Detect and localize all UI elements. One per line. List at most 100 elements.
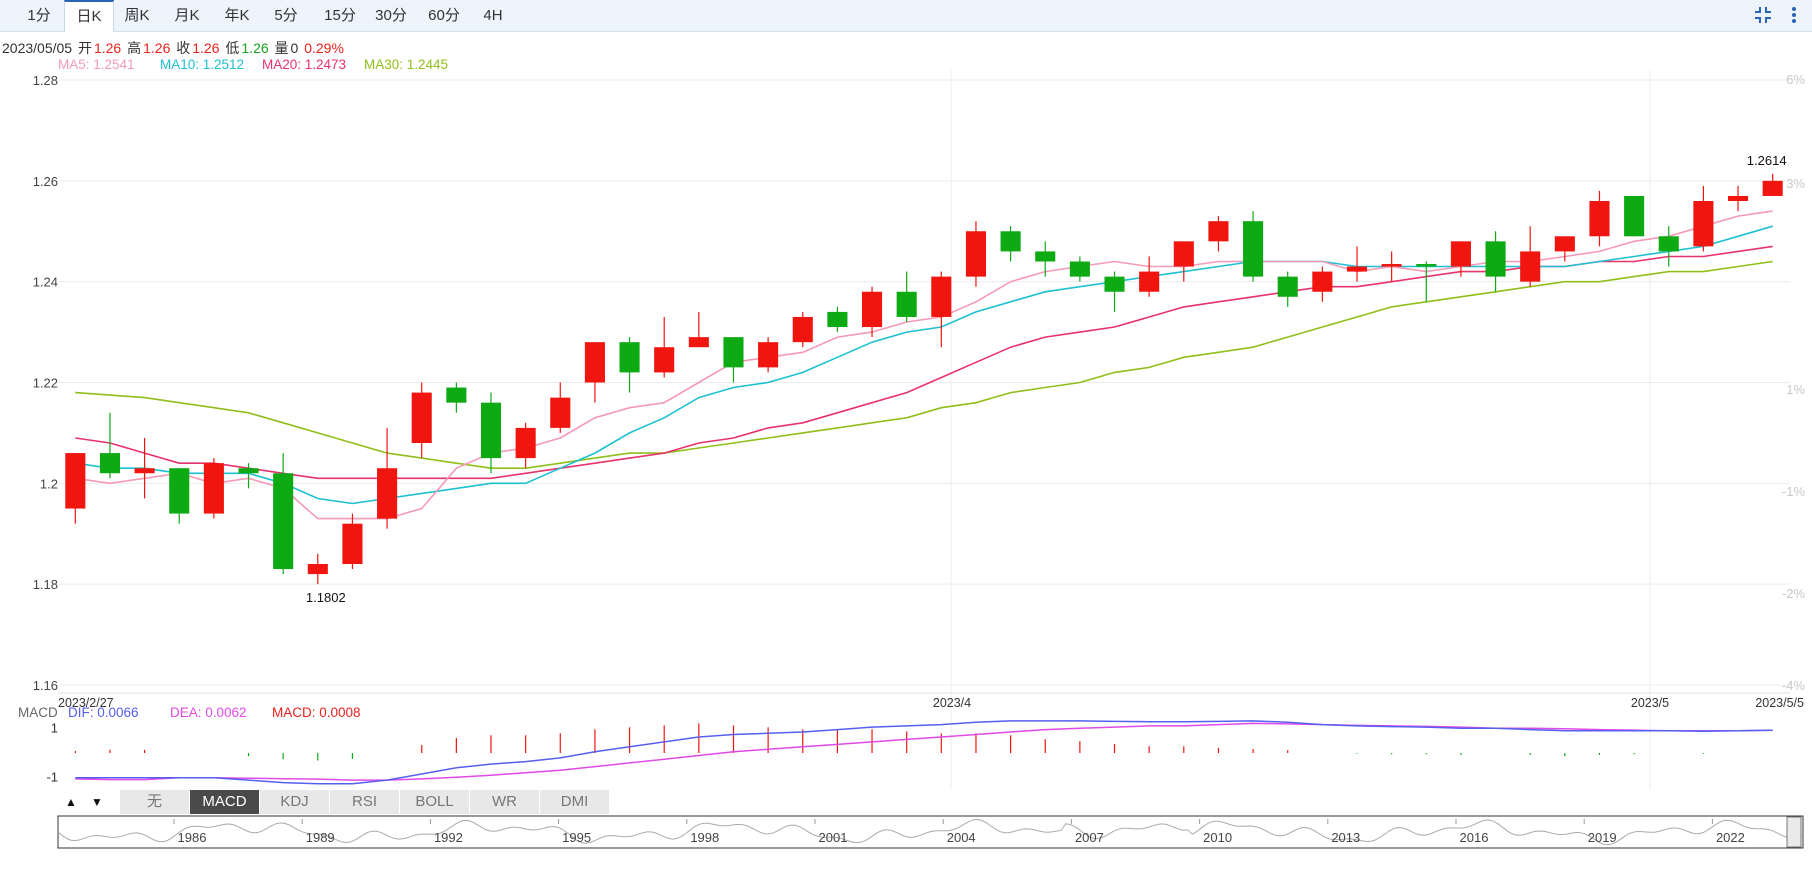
candle-body	[1139, 271, 1160, 292]
macd-value-label: MACD: 0.0008	[272, 705, 361, 720]
period-tab-bar: 1分 日K 周K 月K 年K 5分 15分 30分 60分 4H	[0, 0, 1812, 32]
candle	[1450, 241, 1471, 277]
info-date: 2023/05/05	[2, 40, 73, 56]
candle-body	[1416, 264, 1437, 267]
ma20-label: MA20: 1.2473	[262, 57, 347, 72]
arrow-up-icon[interactable]: ▲	[58, 790, 84, 814]
macd-tick-label: 1	[51, 720, 58, 735]
candle	[1485, 231, 1506, 292]
info-close: 1.26	[192, 40, 220, 56]
info-open-label: 开	[77, 40, 92, 56]
indicator-btn-4[interactable]: BOLL	[400, 790, 470, 814]
info-high: 1.26	[143, 40, 171, 56]
indicator-btn-0[interactable]: 无	[120, 790, 190, 814]
ma10-label: MA10: 1.2512	[160, 57, 245, 72]
candle	[377, 427, 398, 529]
ma5-line	[75, 210, 1773, 520]
x-tick-label: 2023/5/5	[1755, 696, 1804, 710]
tab-6[interactable]: 15分	[324, 7, 356, 24]
navigator-year-label: 1998	[690, 830, 719, 845]
x-tick-label: 2023/2/27	[58, 696, 114, 710]
candle	[446, 382, 467, 413]
candle	[203, 458, 224, 519]
candle-body	[273, 473, 294, 570]
tab-4[interactable]: 年K	[224, 7, 250, 24]
candle-body	[1312, 271, 1333, 292]
candle	[619, 337, 640, 393]
tab-7[interactable]: 30分	[375, 7, 407, 24]
navigator-year-label: 2013	[1331, 830, 1360, 845]
candle-body	[169, 468, 190, 514]
arrow-down-icon[interactable]: ▼	[84, 790, 110, 814]
indicator-btn-2[interactable]: KDJ	[260, 790, 330, 814]
candle-body	[1381, 264, 1402, 267]
candle-body	[896, 291, 917, 317]
candle	[1416, 261, 1437, 302]
info-vol-label: 量	[274, 40, 289, 56]
indicator-btn-1[interactable]: MACD	[190, 790, 260, 814]
candle-body	[1173, 241, 1194, 267]
ma30-label: MA30: 1.2445	[364, 57, 449, 72]
candle	[1312, 266, 1333, 302]
candle	[965, 221, 987, 287]
candle-body	[1589, 201, 1610, 237]
candle-body	[307, 564, 328, 575]
tab-8[interactable]: 60分	[428, 7, 460, 24]
indicator-btn-6[interactable]: DMI	[540, 790, 610, 814]
y-tick-label: 1.16	[33, 678, 58, 693]
tab-1[interactable]: 日K	[64, 0, 114, 32]
navigator-year-label: 2007	[1075, 830, 1104, 845]
candle-body	[1624, 195, 1645, 237]
tab-5[interactable]: 5分	[274, 7, 298, 24]
x-tick-label: 2023/5	[1631, 696, 1669, 710]
candle	[1208, 216, 1229, 252]
candle-body	[688, 337, 709, 348]
candle-body	[758, 342, 779, 368]
candle-body	[1554, 236, 1575, 252]
candle-body	[99, 453, 121, 474]
candle	[688, 311, 709, 348]
candle-body	[65, 453, 86, 509]
candle	[1727, 185, 1749, 212]
info-close-label: 收	[176, 40, 191, 56]
navigator-history-line	[57, 819, 1804, 846]
candle	[1035, 241, 1056, 277]
candle-body	[931, 276, 952, 317]
info-high-label: 高	[127, 40, 142, 56]
navigator-year-label: 2001	[819, 830, 848, 845]
ma30-line	[75, 260, 1773, 470]
candle	[1624, 195, 1645, 237]
navigator-year-label: 1986	[178, 830, 207, 845]
pct-tick-label: 6%	[1786, 72, 1805, 87]
candle	[1104, 271, 1125, 312]
pct-tick-label: -1%	[1782, 484, 1806, 499]
candle-body	[965, 231, 987, 277]
tab-3[interactable]: 月K	[174, 7, 200, 24]
candle-body	[1658, 236, 1679, 252]
indicator-btn-3[interactable]: RSI	[330, 790, 400, 814]
candle-body	[584, 342, 605, 383]
candle	[1693, 185, 1714, 252]
candle-body	[515, 427, 536, 459]
candle	[792, 311, 813, 348]
navigator-year-label: 2019	[1588, 830, 1617, 845]
tab-0[interactable]: 1分	[27, 7, 51, 24]
candle	[238, 463, 259, 489]
collapse-icon[interactable]	[1752, 4, 1774, 31]
tab-9[interactable]: 4H	[483, 7, 503, 24]
candle	[1589, 190, 1610, 247]
candle	[1139, 256, 1160, 297]
candle-body	[1104, 276, 1125, 292]
ma5-label: MA5: 1.2541	[58, 57, 135, 72]
more-vertical-icon[interactable]	[1789, 4, 1799, 31]
macd-name-label: MACD	[18, 705, 58, 720]
candle-body	[377, 468, 398, 519]
indicator-btn-5[interactable]: WR	[470, 790, 540, 814]
x-tick-label: 2023/4	[933, 696, 971, 710]
tab-2[interactable]: 周K	[124, 7, 150, 24]
dea-label: DEA: 0.0062	[170, 705, 247, 720]
candle-body	[1450, 241, 1471, 267]
candle	[758, 337, 779, 373]
